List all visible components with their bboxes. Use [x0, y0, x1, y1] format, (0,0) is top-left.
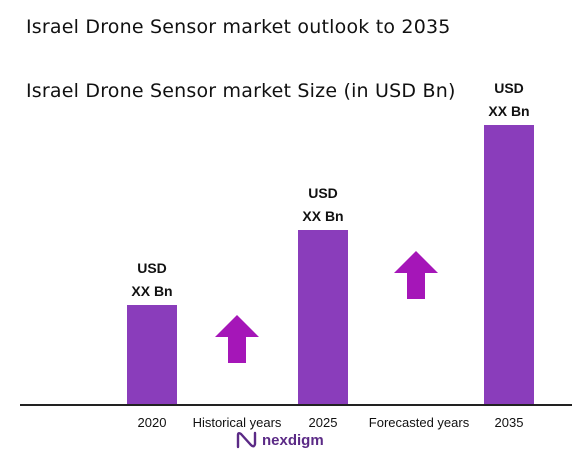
- bar-2020: [127, 305, 177, 405]
- value-label-2020: XX Bn: [131, 283, 172, 299]
- brand-logo: nexdigm: [236, 430, 324, 450]
- x-tick-label: 2025: [309, 415, 338, 430]
- value-label-2035: USD: [494, 80, 524, 96]
- nexdigm-logo-icon: [236, 431, 257, 449]
- chart-title: Israel Drone Sensor market outlook to 20…: [26, 16, 451, 38]
- forecasted-years-label: Forecasted years: [369, 415, 470, 430]
- value-label-2025: XX Bn: [302, 208, 343, 224]
- value-label-2025: USD: [308, 185, 338, 201]
- value-label-2035: XX Bn: [488, 103, 529, 119]
- chart-subtitle: Israel Drone Sensor market Size (in USD …: [26, 80, 456, 102]
- historical-years-label: Historical years: [193, 415, 282, 430]
- growth-arrow-icon: [215, 315, 259, 363]
- bar-2025: [298, 230, 348, 405]
- growth-arrow-icon: [394, 251, 438, 299]
- x-tick-label: 2020: [138, 415, 167, 430]
- logo-text: nexdigm: [262, 431, 324, 449]
- x-tick-label: 2035: [495, 415, 524, 430]
- value-label-2020: USD: [137, 260, 167, 276]
- bar-2035: [484, 125, 534, 405]
